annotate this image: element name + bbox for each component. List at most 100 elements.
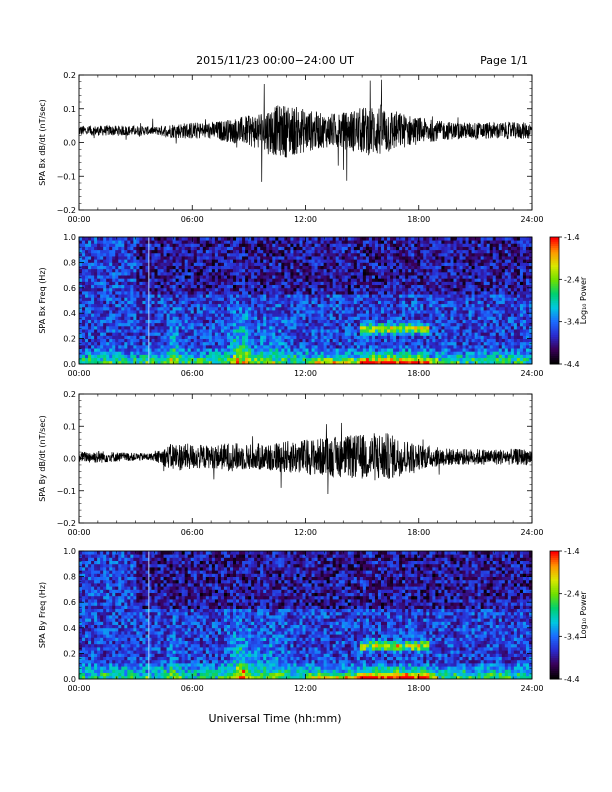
spectrogram-cell (344, 278, 349, 282)
spectrogram-cell (160, 275, 164, 279)
spectrogram-cell (266, 262, 270, 266)
spectrogram-cell (314, 322, 318, 327)
spectrogram-cell (217, 357, 222, 362)
spectrogram-cell (169, 246, 174, 251)
spectrogram-cell (411, 310, 415, 314)
spectrogram-cell (402, 354, 406, 359)
spectrogram-cell (423, 262, 427, 266)
spectrogram-cell (432, 313, 436, 317)
spectrogram-cell (254, 290, 258, 295)
spectrogram-cell (124, 313, 128, 317)
spectrogram-cell (205, 300, 210, 305)
spectrogram-cell (217, 265, 222, 270)
spectrogram-cell (214, 338, 219, 343)
spectrogram-cell (245, 300, 249, 305)
spectrogram-cell (362, 316, 367, 320)
spectrogram-cell (399, 268, 403, 273)
spectrogram-cell (269, 332, 273, 336)
spectrogram-cell (205, 319, 210, 324)
spectrogram-cell (290, 303, 294, 308)
spectrogram-cell (390, 310, 394, 314)
spectrogram-cell (359, 322, 364, 327)
spectrogram-cell (169, 271, 174, 276)
spectrogram-cell (311, 268, 315, 273)
spectrogram-cell (205, 322, 210, 327)
spectrogram-cell (305, 252, 309, 257)
spectrogram-cell (384, 332, 388, 336)
spectrogram-cell (299, 351, 303, 355)
spectrogram-cell (139, 335, 143, 339)
spectrogram-cell (257, 348, 261, 352)
spectrogram-cell (408, 319, 412, 324)
spectrogram-cell (109, 237, 113, 241)
spectrogram-cell (317, 271, 321, 276)
spectrogram-cell (100, 319, 104, 324)
spectrogram-cell (220, 290, 225, 295)
spectrogram-cell (100, 341, 104, 346)
spectrogram-cell (175, 325, 180, 330)
spectrogram-cell (350, 281, 355, 286)
spectrogram-cell (320, 249, 325, 254)
spectrogram-cell (338, 341, 343, 346)
spectrogram-cell (175, 348, 180, 352)
spectrogram-cell (384, 252, 388, 257)
spectrogram-cell (320, 262, 325, 266)
spectrogram-cell (311, 335, 315, 339)
spectrogram-cell (242, 335, 246, 339)
spectrogram-cell (305, 319, 309, 324)
spectrogram-cell (420, 287, 424, 292)
spectrogram-cell (115, 278, 119, 282)
spectrogram-cell (272, 316, 276, 320)
spectrogram-cell (257, 310, 261, 314)
spectrogram-cell (335, 294, 340, 298)
spectrogram-cell (335, 297, 340, 301)
spectrogram-cell (423, 265, 427, 270)
spectrogram-cell (329, 275, 334, 279)
spectrogram-cell (444, 246, 448, 251)
spectrogram-cell (94, 240, 98, 244)
spectrogram-cell (103, 265, 107, 270)
spectrogram-cell (405, 313, 409, 317)
spectrogram-cell (196, 268, 201, 273)
spectrogram-cell (260, 237, 264, 241)
spectrogram-cell (242, 281, 246, 286)
spectrogram-cell (79, 252, 83, 257)
spectrogram-cell (435, 306, 439, 311)
spectrogram-cell (112, 237, 116, 241)
spectrogram-cell (417, 246, 421, 251)
spectrogram-cell (365, 246, 370, 251)
spectrogram-cell (347, 306, 352, 311)
spectrogram-cell (178, 316, 183, 320)
spectrogram-cell (169, 322, 174, 327)
spectrogram-cell (142, 246, 146, 251)
spectrogram-cell (245, 319, 249, 324)
spectrogram-cell (362, 306, 367, 311)
spectrogram-cell (338, 249, 343, 254)
spectrogram-cell (368, 278, 373, 282)
spectrogram-cell (106, 237, 110, 241)
spectrogram-cell (429, 344, 433, 349)
spectrogram-cell (323, 348, 328, 352)
spectrogram-cell (160, 310, 164, 314)
spectrogram-cell (254, 310, 258, 314)
spectrogram-cell (169, 332, 174, 336)
spectrogram-cell (356, 294, 361, 298)
spectrogram-cell (353, 268, 358, 273)
spectrogram-cell (230, 348, 234, 352)
spectrogram-cell (402, 310, 406, 314)
spectrogram-cell (214, 240, 219, 244)
spectrogram-cell (181, 310, 186, 314)
spectrogram-cell (344, 329, 349, 333)
spectrogram-cell (368, 341, 373, 346)
spectrogram-cell (444, 357, 448, 362)
spectrogram-cell (260, 297, 264, 301)
spectrogram-cell (109, 325, 113, 330)
spectrogram-cell (190, 271, 195, 276)
spectrogram-cell (230, 338, 234, 343)
spectrogram-cell (79, 338, 83, 343)
spectrogram-cell (94, 246, 98, 251)
spectrogram-cell (371, 338, 376, 343)
spectrogram-cell (157, 265, 161, 270)
spectrogram-cell (169, 281, 174, 286)
spectrogram-cell (314, 310, 318, 314)
